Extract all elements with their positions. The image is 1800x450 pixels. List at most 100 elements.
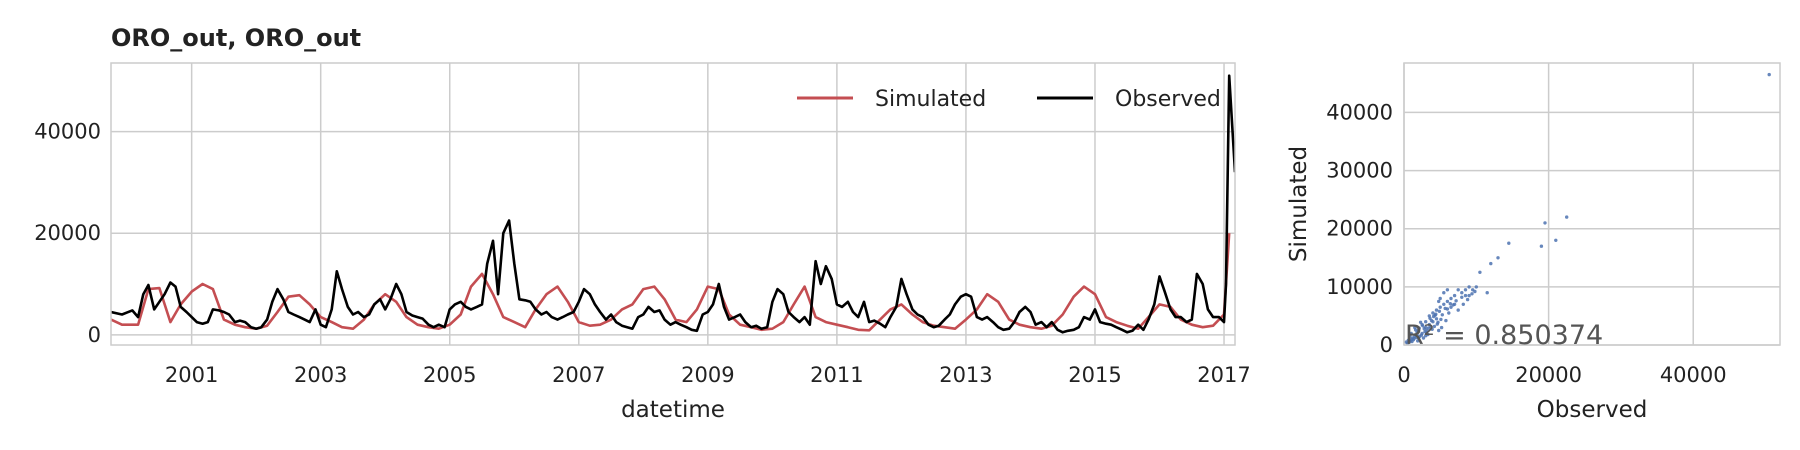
series-line-observed xyxy=(111,74,1235,334)
scatter-grid xyxy=(1403,63,1780,346)
scatter-y-axis-label: Simulated xyxy=(1286,146,1312,262)
scatter-point xyxy=(1465,297,1470,302)
scatter-points xyxy=(1404,72,1771,345)
scatter-point xyxy=(1416,336,1421,340)
figure-title: ORO_out, ORO_out xyxy=(111,24,362,52)
scatter-point xyxy=(1456,288,1460,292)
scatter-point xyxy=(1463,293,1468,298)
scatter-x-ticks: 0 20000 40000 xyxy=(1397,363,1726,387)
timeseries-lines xyxy=(111,74,1235,334)
scatter-point xyxy=(1496,256,1500,260)
scatter-point xyxy=(1417,326,1421,330)
scatter-point xyxy=(1489,261,1493,266)
scatter-point xyxy=(1437,328,1441,333)
timeseries-grid xyxy=(111,63,1235,345)
scatter-y-tick-label: 30000 xyxy=(1326,159,1393,183)
scatter-point xyxy=(1438,305,1442,309)
legend-label-simulated: Simulated xyxy=(875,87,986,112)
scatter-point xyxy=(1438,296,1442,301)
timeseries-legend: Simulated Observed xyxy=(797,87,1221,112)
timeseries-x-tick-label: 2007 xyxy=(552,363,605,387)
scatter-point xyxy=(1463,288,1468,292)
scatter-point xyxy=(1445,288,1450,292)
scatter-point xyxy=(1419,333,1424,337)
timeseries-y-tick-label: 20000 xyxy=(34,221,101,245)
scatter-point xyxy=(1418,320,1423,324)
scatter-point xyxy=(1473,289,1477,294)
scatter-point xyxy=(1460,291,1464,295)
timeseries-x-tick-label: 2015 xyxy=(1068,363,1121,387)
scatter-point xyxy=(1416,339,1420,343)
scatter-point xyxy=(1470,292,1474,296)
timeseries-y-tick-label: 0 xyxy=(88,323,101,347)
scatter-point xyxy=(1432,324,1437,329)
scatter-frame xyxy=(1403,62,1781,346)
scatter-point xyxy=(1456,308,1460,312)
timeseries-panel: 0 20000 40000 2001 2003 2005 2007 2009 2011 2013… xyxy=(34,62,1251,423)
scatter-point xyxy=(1485,291,1489,295)
series-line-simulated xyxy=(111,233,1231,332)
timeseries-x-tick-label: 2001 xyxy=(165,363,218,387)
scatter-y-tick-label: 0 xyxy=(1380,333,1393,357)
scatter-point xyxy=(1507,241,1511,245)
scatter-point xyxy=(1454,299,1458,303)
timeseries-x-tick-label: 2013 xyxy=(939,363,992,387)
scatter-point xyxy=(1431,314,1436,319)
scatter-x-tick-label: 0 xyxy=(1397,363,1410,387)
scatter-point xyxy=(1442,291,1446,295)
timeseries-x-tick-label: 2009 xyxy=(681,363,734,387)
legend-label-observed: Observed xyxy=(1115,87,1221,112)
scatter-point xyxy=(1408,334,1412,338)
scatter-point xyxy=(1422,327,1426,331)
scatter-point xyxy=(1436,320,1440,324)
scatter-point xyxy=(1445,307,1450,311)
scatter-point xyxy=(1445,299,1450,304)
scatter-point xyxy=(1474,285,1479,289)
timeseries-x-axis-label: datetime xyxy=(621,397,725,423)
scatter-point xyxy=(1449,296,1453,301)
scatter-panel: 0 10000 20000 30000 40000 0 20000 40000 Observ… xyxy=(1286,62,1781,423)
scatter-point xyxy=(1448,302,1453,306)
scatter-y-tick-label: 40000 xyxy=(1326,100,1393,124)
scatter-point xyxy=(1554,238,1558,242)
scatter-point xyxy=(1447,311,1451,315)
scatter-point xyxy=(1543,221,1547,225)
scatter-point xyxy=(1423,329,1427,334)
scatter-point xyxy=(1451,303,1455,307)
timeseries-frame xyxy=(110,62,1236,346)
scatter-point xyxy=(1429,325,1433,329)
scatter-point xyxy=(1460,295,1464,299)
scatter-point xyxy=(1424,334,1428,338)
timeseries-x-tick-label: 2005 xyxy=(423,363,476,387)
scatter-point xyxy=(1439,317,1443,322)
timeseries-y-tick-label: 40000 xyxy=(34,120,101,144)
scatter-point xyxy=(1421,324,1425,328)
timeseries-x-ticks: 2001 2003 2005 2007 2009 2011 2013 2015 2017 xyxy=(165,363,1251,387)
scatter-point xyxy=(1421,336,1426,340)
scatter-point xyxy=(1437,309,1442,313)
scatter-point xyxy=(1437,299,1441,304)
scatter-point xyxy=(1434,312,1438,316)
scatter-point xyxy=(1434,308,1439,312)
scatter-point xyxy=(1767,72,1771,77)
scatter-x-tick-label: 20000 xyxy=(1515,363,1582,387)
scatter-point xyxy=(1424,320,1428,324)
scatter-y-ticks: 0 10000 20000 30000 40000 xyxy=(1326,100,1393,357)
scatter-point xyxy=(1409,331,1413,336)
scatter-point xyxy=(1539,244,1544,248)
scatter-x-tick-label: 40000 xyxy=(1660,363,1727,387)
scatter-point xyxy=(1442,302,1446,306)
scatter-point xyxy=(1440,313,1445,317)
scatter-point xyxy=(1478,270,1482,274)
scatter-point xyxy=(1452,293,1457,298)
scatter-point xyxy=(1461,302,1466,306)
scatter-point xyxy=(1410,339,1414,344)
scatter-y-tick-label: 10000 xyxy=(1326,275,1393,299)
scatter-point xyxy=(1412,336,1416,341)
scatter-point xyxy=(1434,317,1439,321)
scatter-point xyxy=(1444,318,1448,323)
timeseries-x-tick-label: 2003 xyxy=(294,363,347,387)
timeseries-x-tick-label: 2011 xyxy=(810,363,863,387)
scatter-point xyxy=(1428,316,1432,320)
scatter-point xyxy=(1449,305,1453,309)
